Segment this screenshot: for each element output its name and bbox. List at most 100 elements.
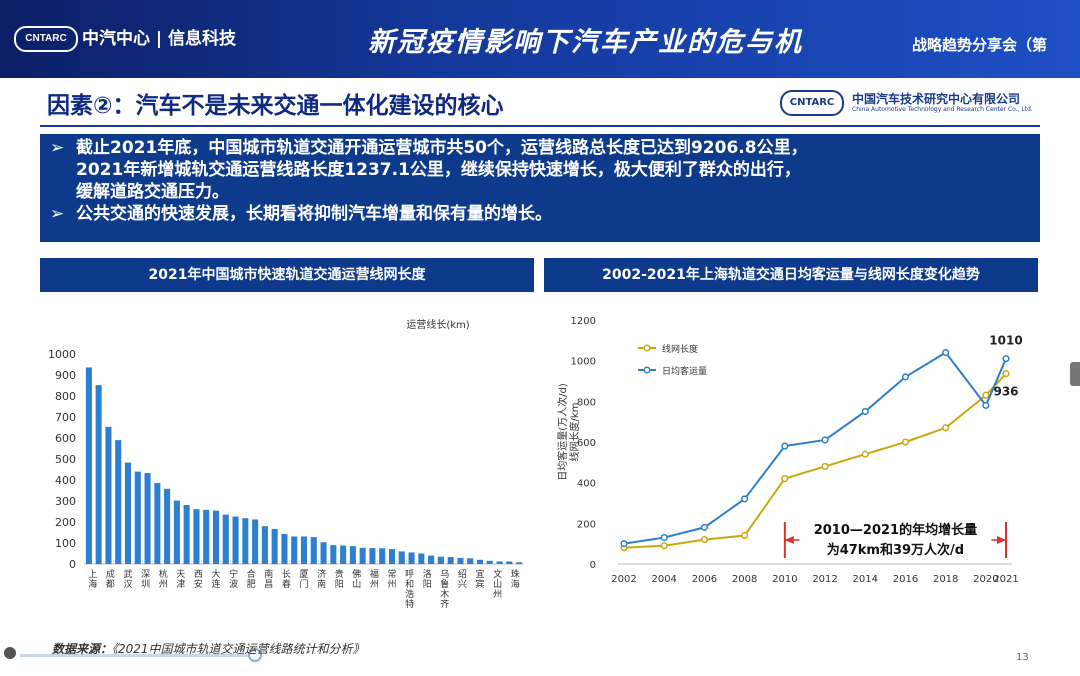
x-tick-label: 合肥 — [247, 568, 256, 590]
y-tick-label: 500 — [55, 453, 76, 466]
bar-乌鲁木齐 — [457, 557, 464, 564]
bullet-item-2: ➢ 公共交通的快速发展，长期看将抑制汽车增量和保有量的增长。 — [50, 203, 1030, 225]
bar-芜湖 — [486, 560, 493, 564]
bar-合肥 — [242, 518, 249, 564]
y-tick-label: 1200 — [571, 316, 596, 327]
data-point — [821, 462, 829, 470]
source-text: 《2021中国城市轨道交通运营线路统计和分析》 — [112, 642, 365, 656]
x-tick-label: 长春 — [282, 568, 291, 590]
bar-chart-panel: 2021年中国城市快速轨道交通运营线网长度 运营线长(km) 0 100 200 300… — [40, 258, 534, 628]
data-point — [741, 495, 749, 503]
bar-文山州 — [506, 561, 513, 564]
x-tick-label: 2016 — [893, 574, 918, 585]
slide-main-title: 新冠疫情影响下汽车产业的危与机 — [368, 27, 803, 58]
bar-兰州 — [408, 552, 415, 564]
data-label: 1010 — [989, 334, 1022, 348]
annotation-arrow-left — [784, 536, 794, 544]
bar-厦门 — [300, 536, 308, 564]
y-tick-label: 400 — [55, 474, 76, 487]
progress-knob[interactable] — [248, 648, 262, 662]
legend-marker — [643, 344, 651, 352]
x-tick-label: 南昌 — [264, 568, 273, 590]
bar-太原 — [447, 557, 454, 564]
x-tick-label: 乌鲁木齐 — [440, 568, 449, 610]
y-tick-label: 200 — [55, 516, 76, 529]
header-bar: CNTARC 中汽中心 | 信息科技 新冠疫情影响下汽车产业的危与机 战略趋势分… — [0, 0, 1080, 78]
data-point — [901, 438, 910, 446]
annotation-bg — [799, 518, 992, 562]
play-icon[interactable] — [4, 647, 16, 659]
data-point — [781, 442, 789, 450]
title-divider — [40, 125, 1040, 127]
x-tick-label: 深圳 — [141, 569, 150, 590]
x-tick-label: 厦门 — [299, 569, 308, 590]
bar-贵阳 — [340, 545, 347, 564]
legend-label: 线网长度 — [662, 343, 698, 355]
playback-progress[interactable] — [2, 646, 272, 662]
bar-天津 — [164, 488, 171, 564]
slide-subtitle: 战略趋势分享会（第 — [912, 36, 1048, 54]
bar-福州2 — [379, 548, 386, 564]
data-point — [781, 475, 789, 483]
bar-郑州 — [212, 510, 220, 564]
bar-呼和浩特 — [418, 553, 425, 564]
x-tick-label: 成都 — [106, 568, 115, 590]
legend-label: 日均客运量 — [662, 365, 707, 377]
bar-广州 — [124, 462, 132, 564]
data-point — [660, 534, 668, 542]
org-name: 中汽中心 | 信息科技 — [82, 29, 237, 49]
x-tick-label: 2021 — [993, 574, 1018, 585]
bar-昆明 — [271, 528, 278, 564]
bar-武汉 — [115, 440, 122, 564]
y-tick-label: 700 — [55, 411, 76, 424]
bar-常州 — [398, 551, 405, 564]
bar-chart-title: 2021年中国城市快速轨道交通运营线网长度 — [40, 258, 534, 292]
company-logo: CNTARC — [780, 90, 844, 116]
x-tick-label: 文山州 — [493, 568, 502, 600]
y-tick-label: 600 — [55, 432, 76, 445]
bullet-line: 2021年新增城轨交通运营线路长度1237.1公里，继续保持快速增长，极大便利了… — [76, 160, 801, 180]
x-tick-label: 宁波 — [229, 568, 238, 590]
x-tick-label: 杭州 — [159, 568, 168, 590]
y-tick-label: 900 — [55, 369, 76, 382]
data-point — [901, 373, 910, 381]
x-tick-label: 珠海 — [511, 568, 520, 590]
bar-长沙 — [232, 516, 239, 564]
bar-长春 — [281, 533, 288, 564]
progress-track[interactable] — [20, 654, 260, 657]
data-point — [1002, 355, 1010, 363]
bar-上海 — [85, 367, 92, 564]
x-tick-label: 2012 — [812, 574, 837, 585]
x-tick-label: 2004 — [651, 574, 676, 585]
y-tick-label: 800 — [55, 390, 76, 403]
data-point — [942, 348, 950, 357]
bar-哈尔滨 — [388, 549, 396, 564]
bar-石家庄 — [369, 548, 376, 564]
data-point — [700, 523, 708, 531]
annotation-text: 2010—2021的年均增长量 — [814, 522, 977, 538]
data-point — [821, 436, 829, 444]
x-tick-label: 常州 — [387, 568, 396, 590]
annotation-text: 为47km和39万人次/d — [827, 542, 964, 558]
bar-南昌 — [261, 526, 268, 564]
line-chart: 0 200 400 600 800 1000 1200 日均客运量(万人次/d)线网长度/km… — [556, 316, 1023, 585]
bar-佛山 — [359, 547, 366, 564]
bar-深圳 — [134, 471, 141, 564]
y-tick-label: 800 — [577, 397, 596, 408]
y-tick-label: 200 — [577, 519, 596, 530]
bar-福州 — [310, 537, 317, 564]
y-tick-label: 1000 — [48, 348, 76, 361]
x-tick-label: 佛山 — [352, 568, 361, 590]
x-tick-label: 福州 — [370, 568, 379, 590]
x-tick-label: 大连 — [211, 568, 220, 590]
line-chart-ylabel: 日均客运量(万人次/d)线网长度/km — [556, 383, 581, 481]
line-chart-panel: 2002-2021年上海轨道交通日均客运量与线网长度变化趋势 0 200 400 60… — [544, 258, 1038, 628]
bar-宁波 — [222, 514, 229, 564]
y-tick-label: 300 — [55, 495, 76, 508]
side-expand-handle[interactable] — [1070, 362, 1080, 386]
bar-徐州 — [428, 555, 435, 564]
x-tick-label: 贵阳 — [335, 568, 344, 590]
company-name-cn: 中国汽车技术研究中心有限公司 — [852, 92, 1021, 106]
section-title: 因素②：汽车不是未来交通一体化建设的核心 — [47, 93, 504, 119]
y-tick-label: 400 — [577, 479, 596, 490]
